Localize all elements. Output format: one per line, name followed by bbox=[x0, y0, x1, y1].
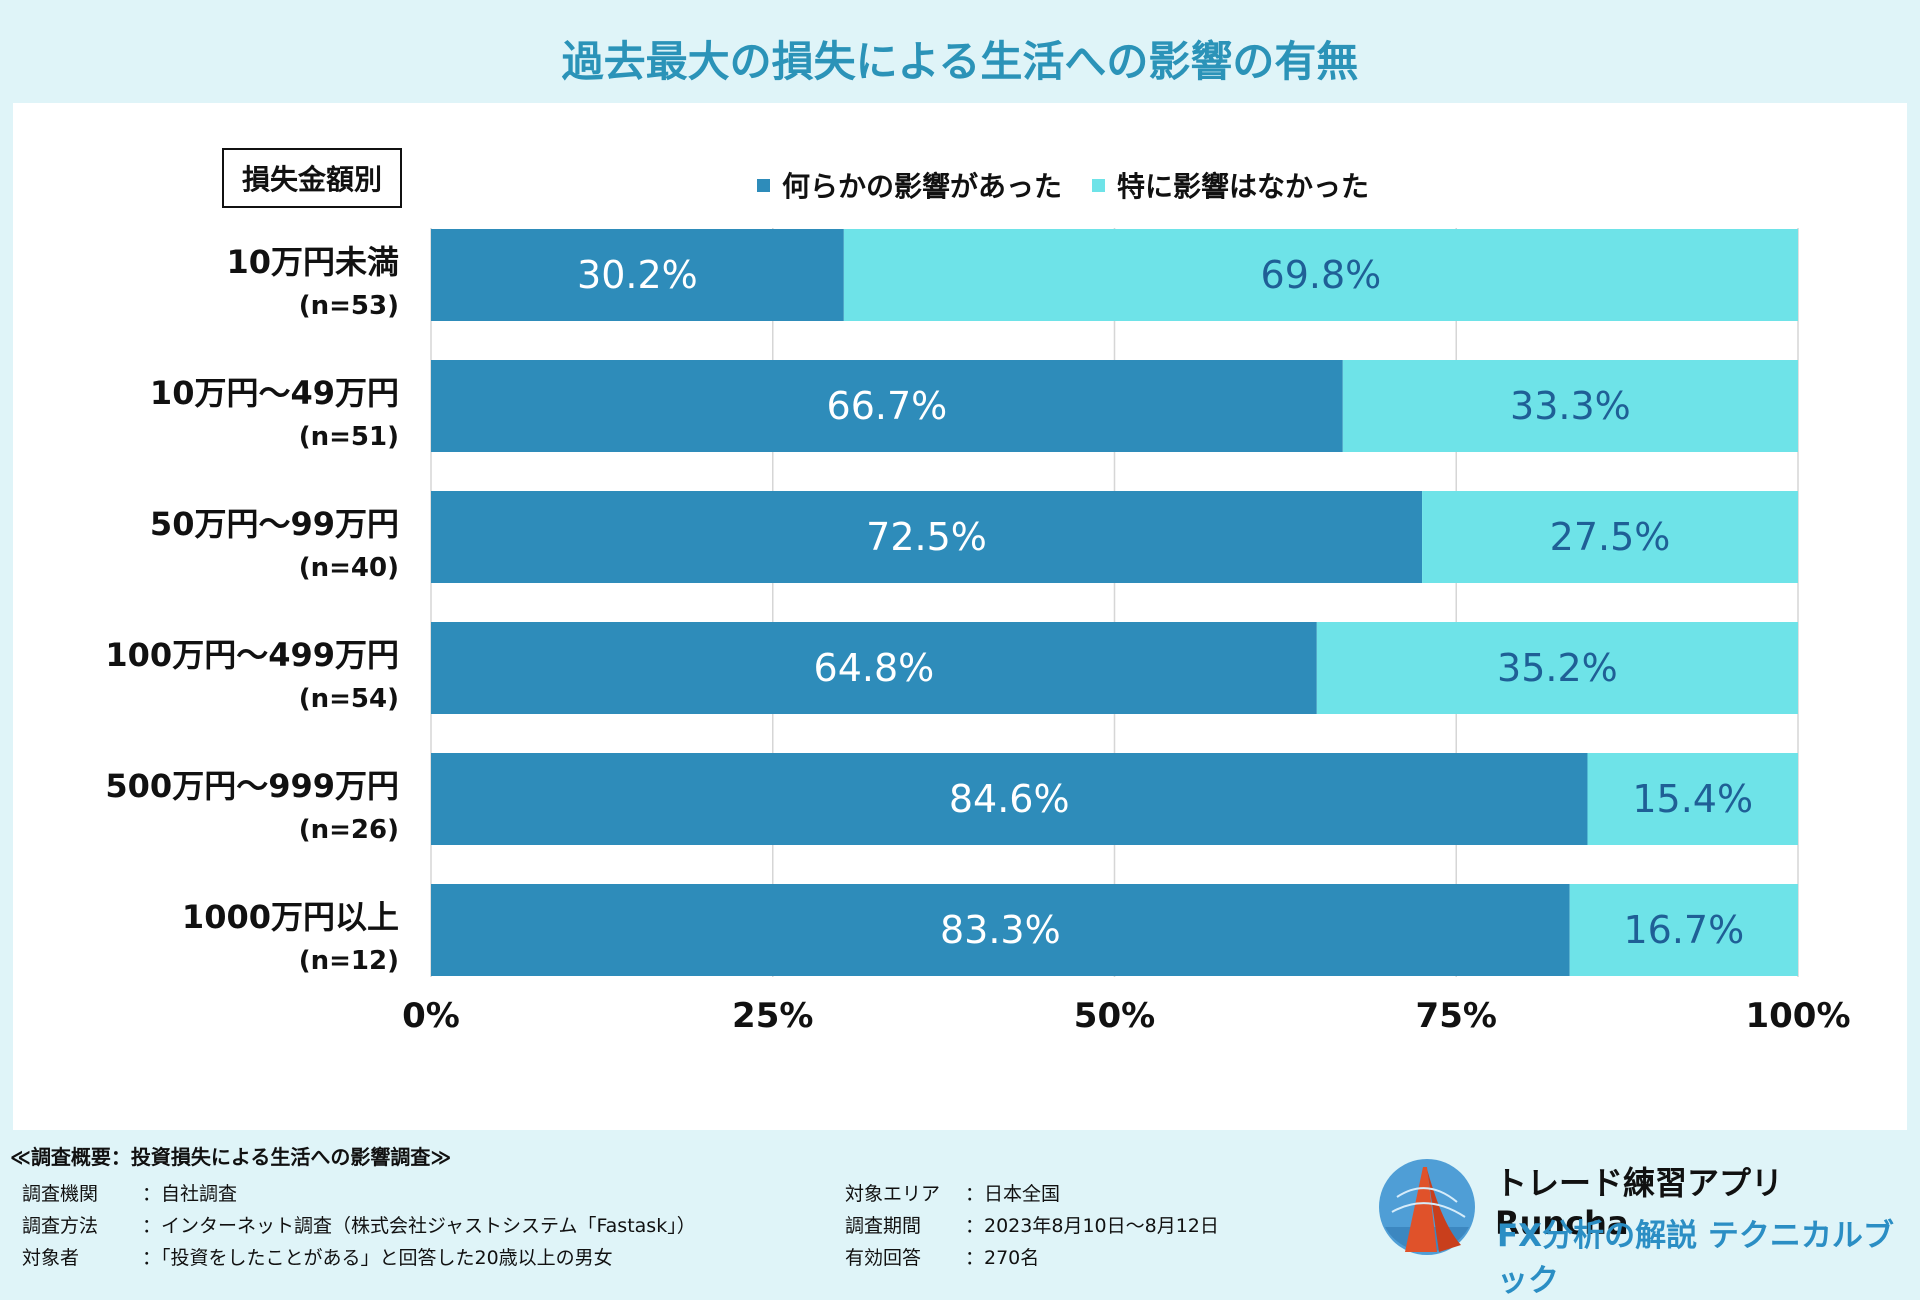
bar-not-affected bbox=[843, 229, 1798, 321]
category-label: 10万円～49万円 bbox=[150, 374, 399, 412]
bar-not-affected bbox=[1569, 884, 1798, 976]
data-label: 15.4% bbox=[1632, 777, 1753, 821]
category-label: 50万円～99万円 bbox=[150, 505, 399, 543]
sample-size-label: (n=40) bbox=[299, 553, 399, 583]
runcha-logo-icon bbox=[1379, 1159, 1475, 1255]
bar-not-affected bbox=[1342, 360, 1798, 452]
sample-size-label: (n=26) bbox=[299, 815, 399, 845]
data-label: 83.3% bbox=[940, 908, 1061, 952]
x-tick-label: 100% bbox=[1745, 996, 1850, 1036]
bar-chart: 0% 25% 50% 75% 100% 30.2% 69.8% 10万円未満 (n=53) 66.… bbox=[105, 228, 1851, 1036]
survey-key: 有効回答 bbox=[845, 1247, 922, 1269]
legend-swatch-series2 bbox=[1092, 178, 1106, 192]
survey-key: 調査機関 bbox=[22, 1183, 99, 1205]
x-tick-label: 25% bbox=[732, 996, 813, 1036]
survey-key: 対象エリア bbox=[845, 1183, 941, 1205]
bar-affected bbox=[431, 753, 1588, 845]
data-label: 84.6% bbox=[949, 777, 1070, 821]
survey-row-period: 調査期間 ：2023年8月10日～8月12日 bbox=[845, 1211, 1219, 1238]
x-tick-label: 75% bbox=[1416, 996, 1497, 1036]
data-label: 69.8% bbox=[1261, 253, 1382, 297]
data-label: 16.7% bbox=[1623, 908, 1744, 952]
legend-swatch-series1 bbox=[757, 178, 770, 192]
bar-not-affected bbox=[1587, 753, 1798, 845]
sample-size-label: (n=12) bbox=[299, 946, 399, 976]
bar-not-affected bbox=[1422, 491, 1798, 583]
data-label: 64.8% bbox=[814, 646, 935, 690]
category-label: 100万円～499万円 bbox=[105, 636, 399, 674]
survey-row-method: 調査方法 ：インターネット調査（株式会社ジャストシステム「Fastask」） bbox=[22, 1211, 696, 1238]
legend-label-series2: 特に影響はなかった bbox=[1117, 170, 1370, 203]
data-label: 66.7% bbox=[827, 384, 948, 428]
data-label: 72.5% bbox=[866, 515, 987, 559]
sample-size-label: (n=54) bbox=[299, 684, 399, 714]
brand-line2: FX分析の解説 テクニカルブック bbox=[1497, 1218, 1894, 1299]
brand-line1: トレード練習アプリ Runcha bbox=[1495, 1164, 1784, 1242]
survey-key: 調査期間 bbox=[845, 1215, 922, 1237]
sample-size-label: (n=53) bbox=[299, 291, 399, 321]
legend-label-series1: 何らかの影響があった bbox=[782, 170, 1063, 203]
data-label: 35.2% bbox=[1497, 646, 1618, 690]
data-label: 27.5% bbox=[1550, 515, 1671, 559]
x-tick-label: 50% bbox=[1074, 996, 1155, 1036]
survey-value: ：「投資をしたことがある」と回答した20歳以上の男女 bbox=[142, 1247, 613, 1269]
survey-value: ：日本全国 bbox=[965, 1183, 1061, 1205]
legend-item-series2: 特に影響はなかった bbox=[1092, 165, 1369, 205]
survey-value: ：インターネット調査（株式会社ジャストシステム「Fastask」） bbox=[142, 1215, 696, 1237]
category-label: 1000万円以上 bbox=[182, 898, 399, 936]
survey-row-responses: 有効回答 ：270名 bbox=[845, 1243, 1039, 1270]
x-tick-label: 0% bbox=[402, 996, 460, 1036]
bar-affected bbox=[431, 229, 844, 321]
group-label: 損失金額別 bbox=[222, 148, 402, 208]
survey-key: 対象者 bbox=[22, 1247, 80, 1269]
survey-value: ：270名 bbox=[965, 1247, 1040, 1269]
chart-title: 過去最大の損失による生活への影響の有無 bbox=[561, 37, 1359, 86]
bar-not-affected bbox=[1316, 622, 1798, 714]
sample-size-label: (n=51) bbox=[299, 422, 399, 452]
category-label: 10万円未満 bbox=[226, 243, 399, 281]
survey-row-area: 対象エリア ：日本全国 bbox=[845, 1179, 1060, 1206]
legend-item-series1: 何らかの影響があった bbox=[757, 165, 1062, 205]
bar-affected bbox=[431, 360, 1343, 452]
survey-heading: ≪調査概要：投資損失による生活への影響調査≫ bbox=[10, 1145, 452, 1169]
legend: 何らかの影響があった 特に影響はなかった bbox=[757, 165, 1399, 205]
data-label: 30.2% bbox=[577, 253, 698, 297]
survey-value: ：2023年8月10日～8月12日 bbox=[965, 1215, 1219, 1237]
bar-affected bbox=[431, 491, 1423, 583]
survey-key: 調査方法 bbox=[22, 1215, 99, 1237]
category-label: 500万円～999万円 bbox=[105, 767, 399, 805]
survey-row-agency: 調査機関 ：自社調査 bbox=[22, 1179, 237, 1206]
survey-value: ：自社調査 bbox=[142, 1183, 238, 1205]
data-label: 33.3% bbox=[1510, 384, 1631, 428]
survey-row-target: 対象者 ：「投資をしたことがある」と回答した20歳以上の男女 bbox=[22, 1243, 613, 1270]
bar-affected bbox=[431, 622, 1317, 714]
bar-affected bbox=[431, 884, 1570, 976]
